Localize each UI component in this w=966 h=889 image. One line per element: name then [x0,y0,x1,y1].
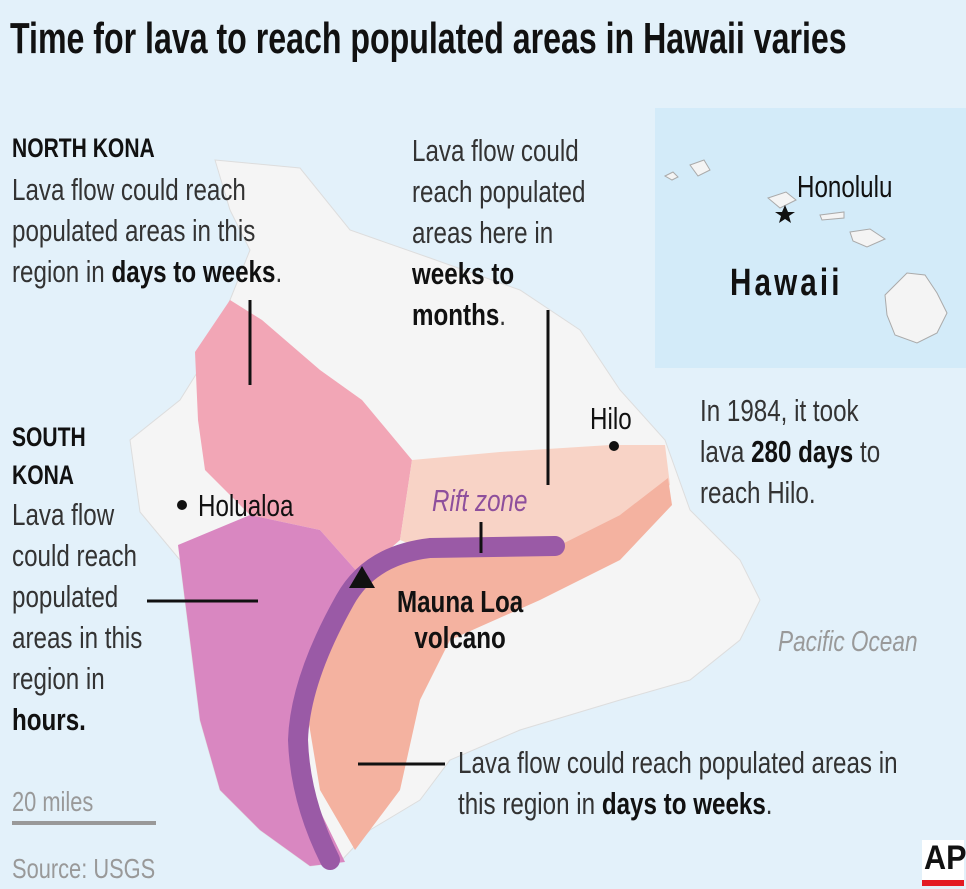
rift-zone [287,536,565,870]
text: . [765,786,773,821]
inset-islands [663,159,948,344]
text: . [275,254,283,289]
emphasis: weeks to months [412,256,515,332]
south-kona-note: SOUTH KONA Lava flow could reach populate… [12,418,168,740]
text: Lava flow could reach populated areas he… [412,133,586,250]
state-label: Hawaii [730,262,843,304]
leader-lines [147,300,550,766]
southeast-note: Lava flow could reach populated areas in… [458,742,907,824]
ocean-label: Pacific Ocean [778,626,918,658]
southeast-zone [305,478,672,850]
city-label: Honolulu [797,169,893,204]
logo: AP [924,839,966,877]
text: Lava flow could reach populated areas in… [458,745,898,821]
text: In 1984, it took lava [700,393,859,469]
hilo-note: In 1984, it took lava 280 days to reach … [700,390,903,513]
hilo-label: Hilo [590,401,632,436]
south-kona-zone [178,515,360,866]
volcano-marker [349,566,375,588]
text: Lava flow could reach populated areas in… [12,172,256,289]
scale-label: 20 miles [12,786,94,817]
east-note: Lava flow could reach populated areas he… [412,130,611,335]
town-dot [177,500,187,510]
text: Lava flow could reach populated areas in… [12,497,143,696]
emphasis: days to weeks [111,254,276,289]
capital-star [775,205,795,223]
source: Source: USGS [12,853,156,884]
emphasis: days to weeks [601,786,766,821]
north-kona-note: NORTH KONA Lava flow could reach populate… [12,128,305,292]
volcano-label: Mauna Loa volcano [396,584,524,655]
emphasis: hours. [12,702,86,737]
text: . [499,297,507,332]
rift-label: Rift zone [432,483,528,518]
heading: NORTH KONA [12,133,155,163]
heading: SOUTH KONA [12,422,86,490]
logo-box [922,840,964,886]
title: Time for lava to reach populated areas i… [10,14,847,63]
east-zone [400,445,670,548]
logo-stripe [922,880,964,886]
town-label: Holualoa [198,488,294,523]
emphasis: 280 days [751,434,854,469]
text: to reach Hilo. [700,434,881,510]
town-dot [609,441,619,451]
